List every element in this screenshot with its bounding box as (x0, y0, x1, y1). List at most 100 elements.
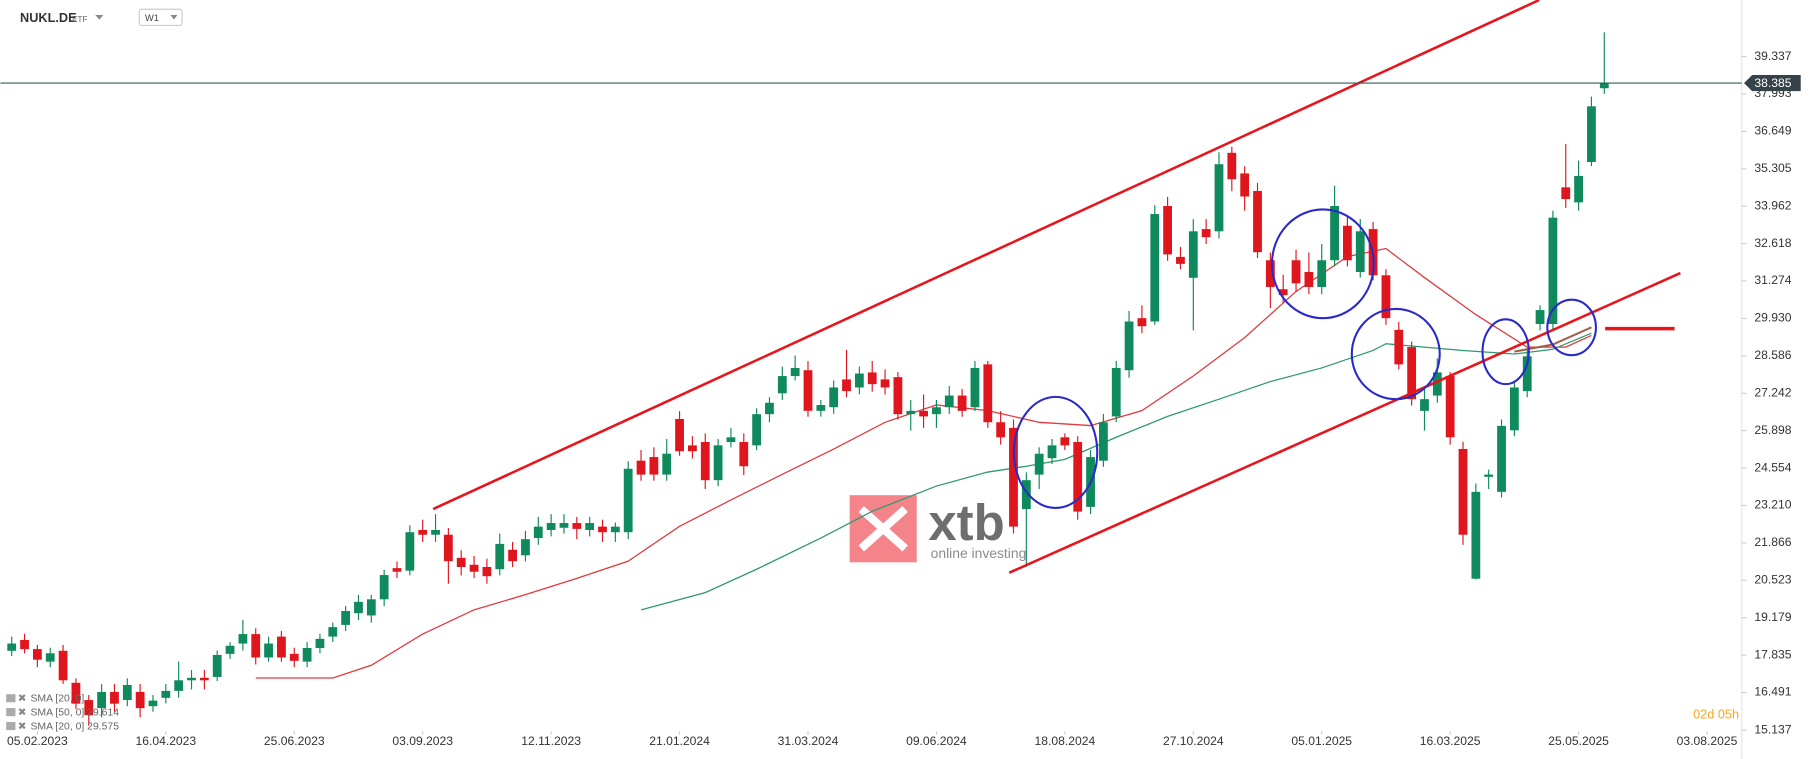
candle-body (110, 691, 119, 704)
candle-body (688, 445, 697, 452)
x-tick-label: 03.08.2025 (1677, 734, 1738, 748)
interval-select[interactable] (138, 8, 183, 27)
candle-body (1278, 289, 1288, 296)
y-tick-label: 20.523 (1754, 572, 1791, 586)
candle-body (1009, 427, 1018, 527)
legend-icon (6, 721, 16, 731)
plot-area (7, 32, 1609, 726)
candle-body (957, 395, 967, 411)
candle-body (1073, 442, 1083, 512)
legend-icon (6, 694, 16, 703)
last-price-tag (1744, 74, 1801, 92)
candle-body (1240, 173, 1250, 197)
candle-body (739, 442, 749, 467)
highlight-circle (1270, 208, 1375, 320)
candle-body (1176, 256, 1185, 264)
y-tick-label: 19.179 (1754, 610, 1791, 624)
sma-line (255, 247, 1592, 679)
candle-body (1471, 491, 1481, 579)
candle-body (700, 442, 710, 481)
candle-body (174, 680, 184, 691)
candle-body (302, 648, 312, 662)
y-tick-label: 36.649 (1754, 124, 1791, 138)
candle-body (456, 557, 466, 568)
candle-body (1150, 214, 1160, 322)
interval-arrow (170, 15, 178, 20)
candle-body (122, 685, 132, 701)
candle-body (1330, 205, 1339, 261)
legend-entry[interactable]: SMA [20, 0] (30, 694, 84, 705)
candle-body (726, 437, 736, 443)
candle-body (1561, 187, 1571, 200)
candle-body (623, 468, 633, 533)
candle-body (1227, 152, 1237, 180)
highlight-circle (1481, 318, 1530, 386)
candle-body (495, 543, 505, 570)
candle-body (1265, 260, 1275, 287)
candle-body (431, 529, 440, 535)
y-tick-label: 15.137 (1754, 722, 1791, 736)
candle-body (829, 387, 839, 408)
candle-timer: 02d 05h (1693, 706, 1739, 721)
candle-body (1509, 387, 1519, 431)
candle-body (854, 373, 864, 388)
candle-body (842, 379, 851, 392)
candle-body (662, 453, 672, 475)
candle-body (84, 700, 94, 716)
x-tick-label: 27.10.2024 (1163, 734, 1224, 748)
candle-body (1458, 448, 1468, 535)
candle-body (58, 650, 68, 681)
candle-body (264, 643, 273, 658)
annotations (432, 0, 1681, 574)
candle-body (1432, 372, 1442, 396)
candle-body (238, 634, 248, 644)
candle-body (7, 643, 17, 651)
y-tick-label: 29.930 (1754, 311, 1791, 325)
lower-trend-line (1008, 271, 1681, 574)
symbol-dropdown[interactable] (95, 15, 104, 20)
candle-body (328, 627, 338, 637)
legend-close: ✖ (18, 721, 27, 732)
sma-line (640, 332, 1592, 611)
candle-body (392, 568, 402, 572)
candle-body (919, 410, 928, 417)
legend-entry[interactable]: SMA [50, 0] 29.614 (30, 707, 119, 718)
symbol: NUKL.DE (20, 10, 77, 25)
candle-body (533, 526, 543, 539)
watermark-brand: xtb (928, 494, 1004, 551)
legend-close: ✖ (18, 694, 27, 705)
candle-body (893, 377, 903, 415)
y-tick-label: 39.337 (1754, 49, 1791, 63)
highlight-circle (1350, 307, 1441, 401)
highlight-circle (1546, 298, 1597, 357)
instrument-type: ETF (72, 15, 87, 24)
candle-body (251, 634, 261, 658)
legend-entry[interactable]: SMA [20, 0] 29.575 (30, 721, 119, 732)
candle-body (289, 653, 299, 661)
legend-icon (6, 708, 16, 717)
y-tick-label: 35.305 (1754, 161, 1791, 175)
candle-body (277, 636, 286, 658)
candle-body (161, 690, 171, 698)
candle-body (1214, 164, 1224, 232)
candle-body (405, 532, 415, 571)
candle-body (546, 523, 556, 530)
y-tick-label: 32.618 (1754, 236, 1791, 250)
candle-body (1587, 106, 1596, 163)
x-tick-label: 25.06.2023 (264, 734, 325, 748)
candle-body (970, 367, 980, 408)
candle-body (1420, 399, 1429, 411)
candle-body (315, 638, 325, 649)
candle-body (1137, 318, 1147, 327)
candle-body (1034, 453, 1044, 475)
candle-body (765, 402, 774, 415)
candle-body (932, 407, 941, 415)
candle-body (1548, 217, 1558, 325)
highlight-circle (1012, 395, 1099, 509)
last-price-label: 38.385 (1754, 76, 1791, 90)
x-tick-label: 21.01.2024 (649, 734, 710, 748)
candle-body (354, 601, 363, 614)
candle-body (1060, 437, 1070, 446)
candle-body (983, 364, 993, 423)
